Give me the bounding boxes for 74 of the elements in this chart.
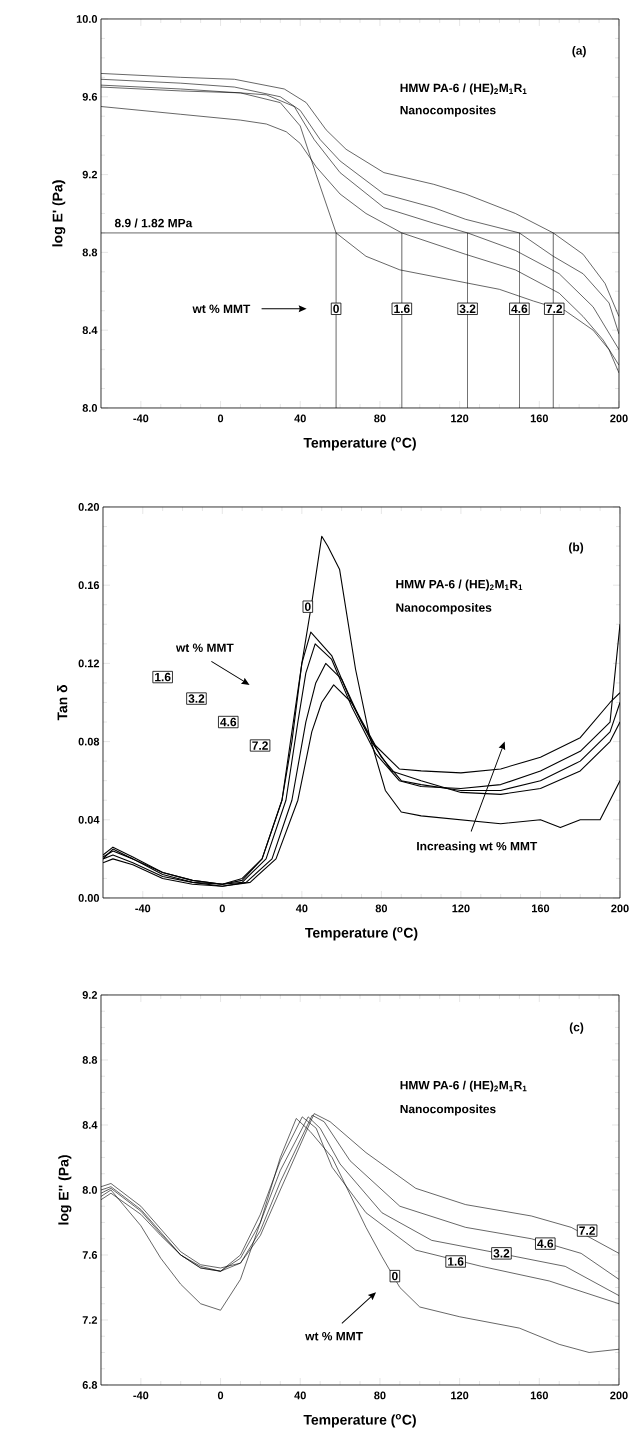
- y-tick-label: 9.2: [82, 991, 98, 999]
- annotation: 7.2: [546, 304, 563, 313]
- annotation: 3.2: [188, 694, 205, 703]
- x-tick-label: 160: [530, 414, 548, 423]
- annotation: wt % MMT: [175, 643, 234, 652]
- annotation: 0: [392, 1271, 398, 1281]
- x-axis-title: Temperature ($^{o}$C): [303, 437, 416, 451]
- y-tick-label: 10.0: [76, 15, 98, 23]
- x-tick-label: 0: [219, 904, 225, 913]
- annotation: Increasing wt % MMT: [417, 841, 538, 853]
- annotation: (b): [569, 542, 584, 554]
- x-tick-label: 120: [452, 904, 470, 913]
- annotation: wt % MMT: [192, 304, 251, 313]
- y-tick-label: 8.4: [82, 1121, 98, 1129]
- annotation: HMW PA-6 / (HE)$_{2}$M$_{1}$R$_{1}$: [400, 1080, 527, 1092]
- annotation: 7.2: [252, 741, 268, 750]
- y-tick-label: 0.12: [78, 659, 100, 668]
- annotation: HMW PA-6 / (HE)$_{2}$M$_{1}$R$_{1}$: [396, 579, 523, 591]
- x-tick-label: -40: [135, 904, 151, 913]
- annotation: (a): [572, 46, 586, 58]
- annotation: 0: [304, 602, 311, 611]
- x-tick-label: 200: [610, 1391, 628, 1400]
- annotation: 4.6: [537, 1239, 554, 1248]
- y-tick-label: 9.6: [82, 92, 98, 101]
- y-tick-label: 6.8: [82, 1381, 98, 1389]
- y-tick-label: 0.16: [78, 581, 100, 590]
- x-tick-label: -40: [133, 1391, 149, 1400]
- x-tick-label: 80: [375, 904, 388, 913]
- annotation: HMW PA-6 / (HE)$_{2}$M$_{1}$R$_{1}$: [400, 83, 527, 95]
- y-tick-label: 0.00: [78, 894, 100, 902]
- x-tick-label: 120: [451, 1391, 469, 1400]
- x-tick-label: 40: [294, 1391, 306, 1400]
- x-tick-label: 0: [217, 414, 224, 423]
- annotation: 1.6: [448, 1257, 464, 1266]
- annotation: (c): [569, 1022, 584, 1034]
- x-tick-label: 40: [294, 414, 306, 423]
- annotation: 7.2: [579, 1226, 595, 1235]
- annotation: 4.6: [511, 304, 528, 314]
- x-axis-title: Temperature ($^{o}$C): [303, 1414, 416, 1428]
- y-tick-label: 8.8: [82, 1056, 98, 1064]
- annotation: wt % MMT: [305, 1332, 363, 1341]
- ref-line-label: 8.9 / 1.82 MPa: [114, 218, 193, 228]
- y-tick-label: 0.08: [78, 737, 100, 746]
- annotation: Nanocomposites: [396, 603, 492, 615]
- annotation: 1.6: [394, 304, 410, 314]
- y-tick-label: 0.20: [78, 503, 100, 511]
- annotation: 1.6: [155, 672, 171, 682]
- x-tick-label: 40: [295, 904, 308, 913]
- y-tick-label: 7.2: [82, 1316, 98, 1324]
- x-tick-label: 160: [530, 1391, 548, 1400]
- y-tick-label: 8.0: [82, 404, 98, 412]
- y-axis-title: log E' (Pa): [52, 180, 66, 247]
- x-tick-label: 80: [374, 1391, 386, 1400]
- x-tick-label: 200: [610, 414, 628, 423]
- y-tick-label: 8.8: [82, 248, 98, 257]
- x-tick-label: 80: [374, 414, 386, 423]
- annotation: Nanocomposites: [400, 105, 496, 117]
- y-axis-title: log E'' (Pa): [58, 1155, 72, 1225]
- x-tick-label: 0: [217, 1391, 224, 1400]
- x-axis-title: Temperature ($^{o}$C): [305, 927, 418, 941]
- x-tick-label: 200: [611, 904, 629, 913]
- x-tick-label: 160: [532, 904, 550, 913]
- annotation: Nanocomposites: [400, 1104, 496, 1116]
- y-tick-label: 7.6: [82, 1251, 98, 1259]
- x-tick-label: 120: [451, 414, 469, 423]
- y-tick-label: 9.2: [82, 170, 98, 179]
- y-axis-title: Tan δ: [57, 685, 68, 721]
- y-tick-label: 8.0: [82, 1186, 98, 1194]
- annotation: 0: [333, 304, 339, 314]
- annotation: 4.6: [220, 717, 237, 727]
- y-tick-label: 8.4: [82, 326, 98, 335]
- annotation: 3.2: [459, 304, 476, 314]
- x-tick-label: -40: [133, 414, 149, 423]
- y-tick-label: 0.04: [78, 815, 100, 824]
